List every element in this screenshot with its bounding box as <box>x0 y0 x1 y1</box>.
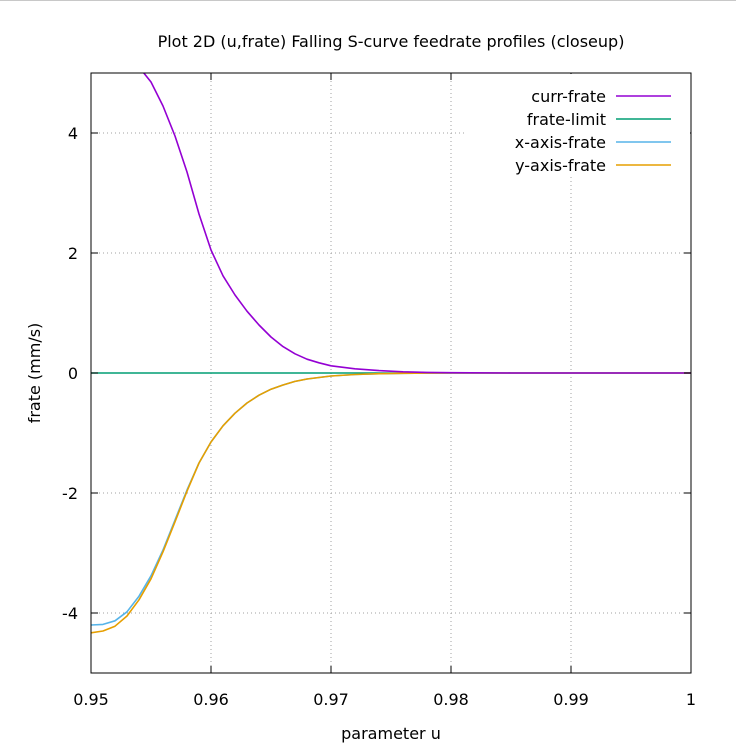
y-tick-label: 4 <box>68 124 78 143</box>
y-axis-tick-labels: -4 -2 0 2 4 <box>62 124 78 623</box>
y-tick-label: -2 <box>62 484 78 503</box>
x-tick-label: 0.98 <box>433 690 469 709</box>
x-axis-tick-labels: 0.95 0.96 0.97 0.98 0.99 1 <box>73 690 696 709</box>
legend-label-y-axis-frate: y-axis-frate <box>515 156 606 175</box>
legend-label-x-axis-frate: x-axis-frate <box>515 133 606 152</box>
x-tick-label: 0.96 <box>193 690 229 709</box>
y-tick-label: -4 <box>62 604 78 623</box>
y-tick-label: 2 <box>68 244 78 263</box>
x-tick-label: 0.95 <box>73 690 109 709</box>
y-tick-label: 0 <box>68 364 78 383</box>
chart-title: Plot 2D (u,frate) Falling S-curve feedra… <box>158 32 625 51</box>
series-line-y-axis-frate <box>91 372 691 634</box>
y-axis-title: frate (mm/s) <box>25 323 44 424</box>
x-axis-title: parameter u <box>341 724 441 743</box>
x-tick-label: 0.99 <box>553 690 589 709</box>
legend-background <box>466 74 690 174</box>
x-tick-label: 0.97 <box>313 690 349 709</box>
legend-label-curr-frate: curr-frate <box>531 87 606 106</box>
legend-label-frate-limit: frate-limit <box>527 110 606 129</box>
x-tick-label: 1 <box>686 690 696 709</box>
top-divider <box>0 0 736 1</box>
series-line-curr-frate <box>142 73 691 374</box>
legend: curr-frate frate-limit x-axis-frate y-axis-… <box>466 74 690 175</box>
plot-series <box>91 73 691 634</box>
